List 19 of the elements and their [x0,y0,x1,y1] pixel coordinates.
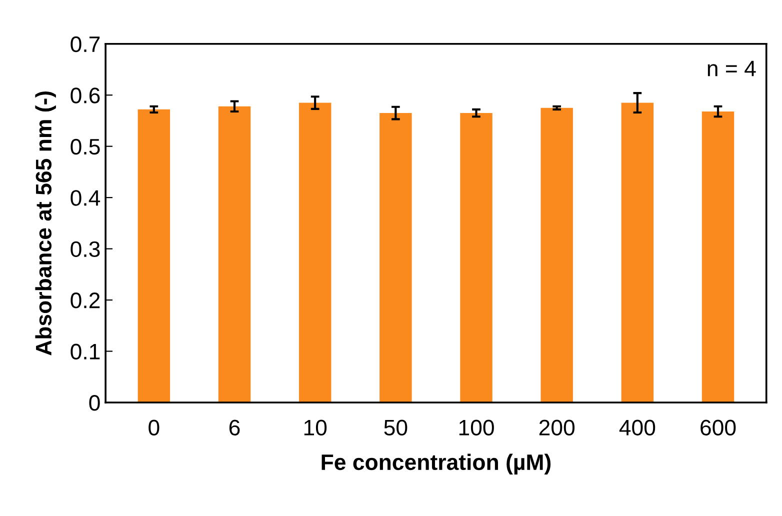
x-tick-label: 10 [304,420,327,436]
y-tick-label: 0 [89,395,100,411]
x-tick-label: 6 [229,420,240,436]
x-tick-label: 400 [619,420,656,436]
y-tick-label: 0.2 [70,292,100,308]
annotation: n = 4 [708,60,756,76]
y-tick-label: 0.4 [70,190,100,206]
x-tick-label: 50 [384,420,408,436]
x-tick-label: 600 [700,420,736,436]
x-tick-label: 100 [459,420,494,436]
y-tick-label: 0.1 [70,344,100,360]
y-tick-label: 0.3 [70,241,100,258]
y-axis-title: Absorbance at 565 nm (-) [35,92,56,356]
y-tick-label: 0.7 [70,36,100,52]
x-tick-label: 200 [539,420,575,436]
y-tick-label: 0.5 [70,138,100,155]
y-tick-label: 0.6 [70,88,100,104]
x-axis-title: Fe concentration (µM) [322,454,551,474]
x-tick-label: 0 [148,420,160,436]
